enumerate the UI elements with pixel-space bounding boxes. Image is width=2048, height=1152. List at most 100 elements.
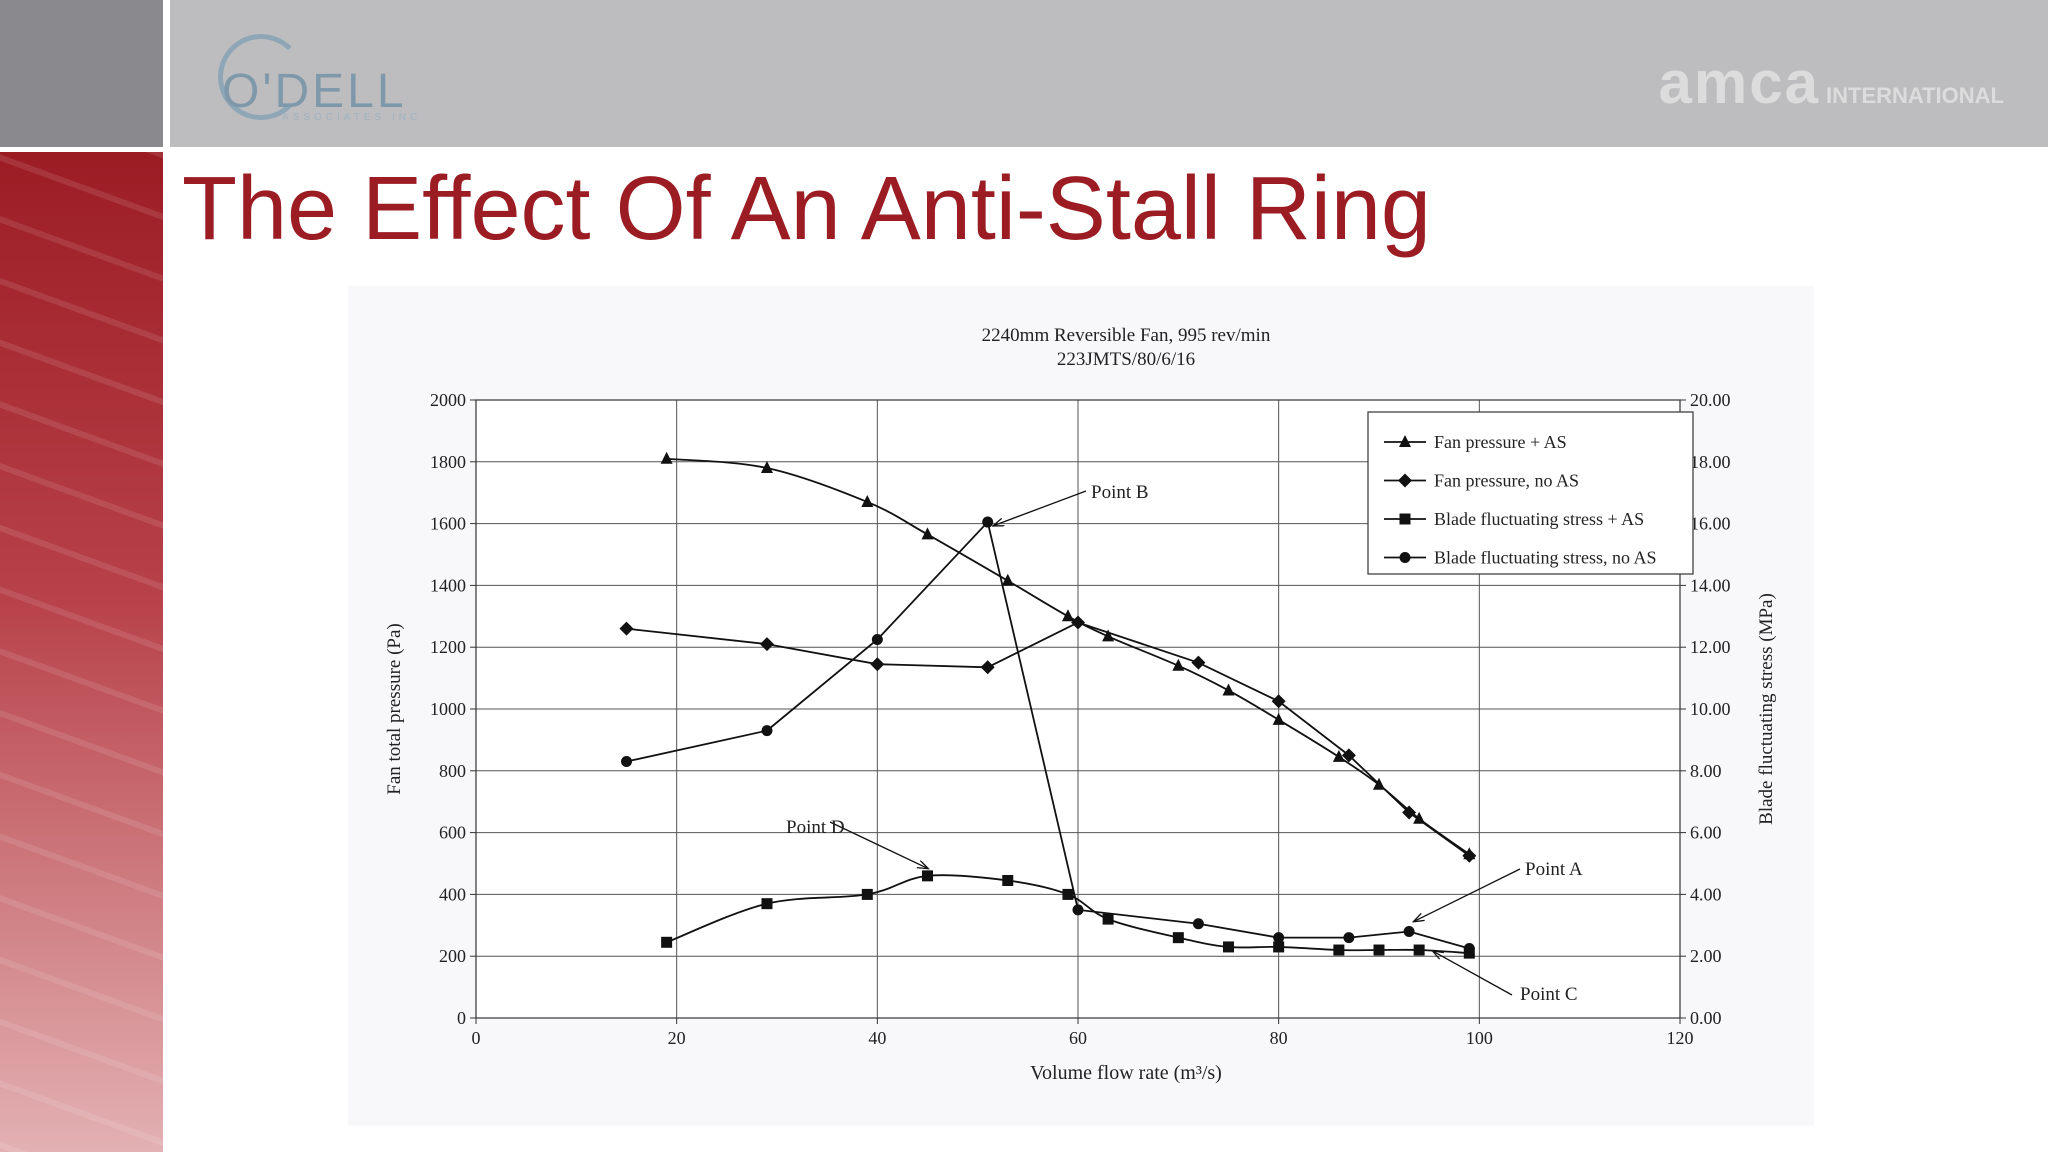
data-point-fan-pressure-as [861,494,874,507]
amca-logo: amca INTERNATIONAL [1659,48,2005,117]
amca-logo-main: amca [1658,49,1820,116]
data-point-fan-pressure-no-as [759,637,774,652]
x-tick-label: 20 [668,1028,686,1048]
y-tick-label: 1400 [430,575,466,595]
data-point-blade-fluctuating-stress-as [1172,932,1184,944]
y2-tick-label: 0.00 [1690,1008,1722,1028]
x-tick-label: 120 [1667,1028,1694,1048]
x-tick-label: 40 [868,1028,886,1048]
data-point-blade-fluctuating-stress-as [661,936,673,948]
y-tick-label: 1200 [430,637,466,657]
annotation-arrow-point-d [829,821,928,868]
data-point-fan-pressure-as [1413,811,1426,824]
data-point-blade-fluctuating-stress-as [861,888,873,900]
legend-marker-fan-pressure-as [1399,435,1411,447]
data-point-fan-pressure-as [1373,777,1385,790]
y2-tick-label: 14.00 [1690,575,1731,595]
data-point-blade-fluctuating-stress-no-as [1403,925,1415,937]
annotation-point-b: Point B [1091,482,1149,503]
y2-tick-label: 18.00 [1690,452,1731,472]
annotation-point-d: Point D [786,817,845,838]
annotation-arrow-point-c [1433,951,1513,996]
data-point-blade-fluctuating-stress-no-as [871,633,883,645]
y2-tick-label: 10.00 [1690,699,1731,719]
header-corner-block [0,0,163,147]
y2-tick-label: 12.00 [1690,637,1731,657]
data-point-blade-fluctuating-stress-as [1333,944,1345,956]
y2-axis-label: Blade fluctuating stress (MPa) [1756,593,1777,825]
data-point-fan-pressure-no-as [1071,615,1085,630]
series-line-blade-fluctuating-stress-no-as [626,520,1470,950]
legend-marker-blade-fluctuating-stress-as [1399,513,1411,525]
y2-tick-label: 6.00 [1690,823,1722,843]
y2-tick-label: 2.00 [1690,946,1722,966]
data-point-blade-fluctuating-stress-no-as [1343,932,1355,944]
data-point-fan-pressure-no-as [870,657,885,672]
data-point-blade-fluctuating-stress-as [1413,944,1425,956]
y-tick-label: 600 [439,823,466,843]
legend-marker-blade-fluctuating-stress-no-as [1399,552,1411,563]
data-point-blade-fluctuating-stress-no-as [1463,942,1475,954]
y-tick-label: 1000 [430,699,466,719]
side-divider [163,0,170,1152]
data-point-fan-pressure-no-as [1341,748,1356,763]
legend-label-fan-pressure-no-as: Fan pressure, no AS [1434,471,1579,491]
y-tick-label: 2000 [430,390,466,410]
data-point-blade-fluctuating-stress-as [1373,944,1385,956]
annotation-point-c: Point C [1520,984,1578,1005]
annotation-arrow-point-b [994,490,1087,526]
y-tick-label: 200 [439,946,466,966]
data-point-blade-fluctuating-stress-no-as [1072,904,1084,916]
annotation-point-a: Point A [1525,859,1583,880]
legend-label-fan-pressure-as: Fan pressure + AS [1434,432,1567,452]
data-point-blade-fluctuating-stress-as [1273,941,1285,953]
data-point-fan-pressure-as [660,451,673,464]
x-tick-label: 100 [1466,1028,1493,1048]
data-point-blade-fluctuating-stress-as [922,870,933,882]
y-tick-label: 0 [457,1008,466,1028]
data-point-blade-fluctuating-stress-no-as [982,516,994,528]
y-tick-label: 1800 [430,452,466,472]
data-point-fan-pressure-as [760,460,773,473]
y2-tick-label: 4.00 [1690,884,1722,904]
y2-tick-label: 8.00 [1690,761,1722,781]
y-tick-label: 800 [439,761,466,781]
data-point-blade-fluctuating-stress-as [761,898,773,910]
data-point-blade-fluctuating-stress-no-as [761,725,773,737]
data-point-blade-fluctuating-stress-as [1002,874,1014,886]
legend-label-blade-fluctuating-stress-no-as: Blade fluctuating stress, no AS [1434,548,1656,568]
x-tick-label: 80 [1270,1028,1288,1048]
odell-logo-subtext: ASSOCIATES INC [282,112,422,123]
amca-logo-sub: INTERNATIONAL [1825,83,2004,108]
chart-panel: 0 20 40 60 80 100 120 0 200 400 600 800 1000 1200 1400… [348,286,1814,1126]
data-point-fan-pressure-no-as [980,660,995,675]
data-point-blade-fluctuating-stress-no-as [621,756,632,768]
data-point-blade-fluctuating-stress-as [1062,888,1074,900]
annotation-arrow-point-a [1414,868,1521,921]
chart-subtitle: 223JMTS/80/6/16 [1057,349,1195,370]
data-point-fan-pressure-as [1332,749,1345,762]
legend-marker-fan-pressure-no-as [1398,473,1412,488]
x-axis-label: Volume flow rate (m³/s) [1030,1062,1222,1084]
header-rule [0,147,2048,152]
slide-title: The Effect Of An Anti-Stall Ring [182,159,1431,259]
performance-chart: 0 20 40 60 80 100 1200200400600800100012001400… [384,325,1777,1084]
y-axis-label: Fan total pressure (Pa) [384,623,405,794]
legend-label-blade-fluctuating-stress-as: Blade fluctuating stress + AS [1434,509,1644,529]
y-tick-label: 400 [439,884,466,904]
header-band [170,0,2048,147]
y2-tick-label: 20.00 [1690,390,1731,410]
data-point-fan-pressure-no-as [1271,694,1286,709]
data-point-blade-fluctuating-stress-as [1102,913,1114,925]
odell-logo-ring-icon [218,34,304,120]
y2-tick-label: 16.00 [1690,514,1731,534]
legend-box [1367,411,1694,575]
data-point-fan-pressure-as [1001,573,1014,586]
x-tick-label: 0 [472,1028,481,1048]
data-point-fan-pressure-no-as [1191,655,1206,670]
plot-frame [475,399,1681,1019]
decorative-side-panel [0,152,163,1152]
data-point-fan-pressure-as [921,527,934,540]
data-point-fan-pressure-no-as [619,621,634,636]
y-tick-label: 1600 [430,514,466,534]
